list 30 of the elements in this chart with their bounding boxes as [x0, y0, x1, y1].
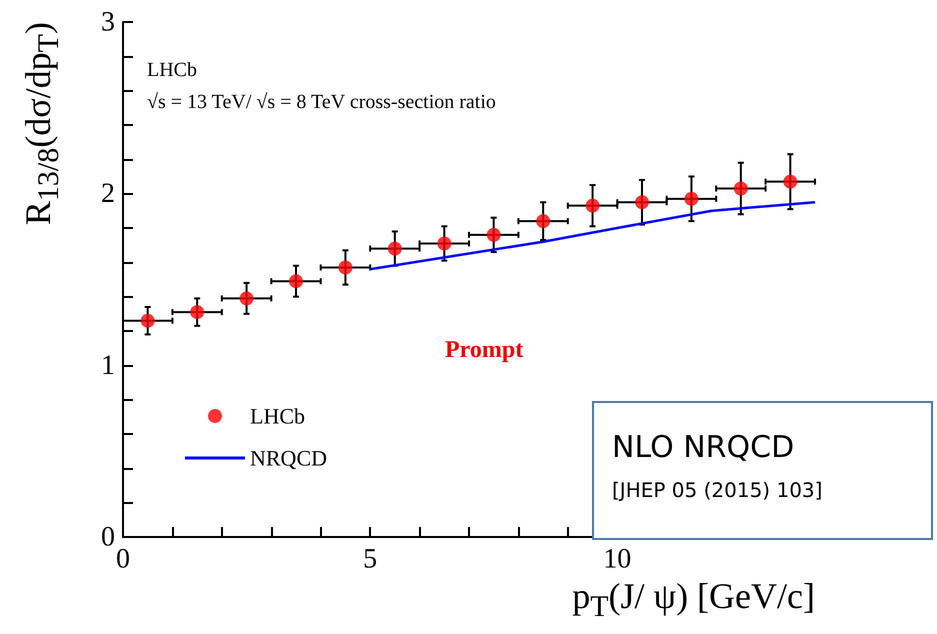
point: [536, 214, 550, 228]
y-tick-label: 1: [101, 350, 115, 381]
point: [388, 242, 402, 256]
point: [190, 305, 204, 320]
x-tick-label: 5: [363, 544, 378, 574]
annotation: LHCb: [147, 59, 197, 81]
y-tick-label: 2: [101, 178, 115, 210]
point: [338, 260, 352, 274]
x-tick-label: 10: [603, 544, 632, 574]
point: [684, 192, 698, 206]
point: [734, 182, 748, 196]
point: [140, 314, 155, 328]
point: [486, 228, 501, 242]
annotation: √s = 13 TeV/ √s = 8 TeV cross-section ratio: [147, 91, 496, 113]
annotation: Prompt: [445, 337, 524, 363]
point: [783, 174, 798, 189]
y-tick-label: 3: [101, 6, 115, 38]
point: [437, 236, 452, 250]
text-box: NLO NRQCD [JHEP 05 (2015) 103]: [592, 401, 933, 540]
point: [635, 195, 649, 210]
y-tick-label: 0: [101, 522, 115, 552]
point: [240, 291, 254, 306]
point: [289, 274, 303, 288]
x-axis-title: p$_{T}$(J/ ψ) [GeV/c]: [572, 576, 815, 624]
point: [586, 198, 600, 213]
legend-label: LHCb: [250, 404, 305, 428]
line-series: [368, 201, 816, 270]
annotation: NLO NRQCD: [612, 430, 796, 465]
legend-label: NRQCD: [250, 446, 328, 470]
annotation: [JHEP 05 (2015) 103]: [612, 478, 824, 502]
